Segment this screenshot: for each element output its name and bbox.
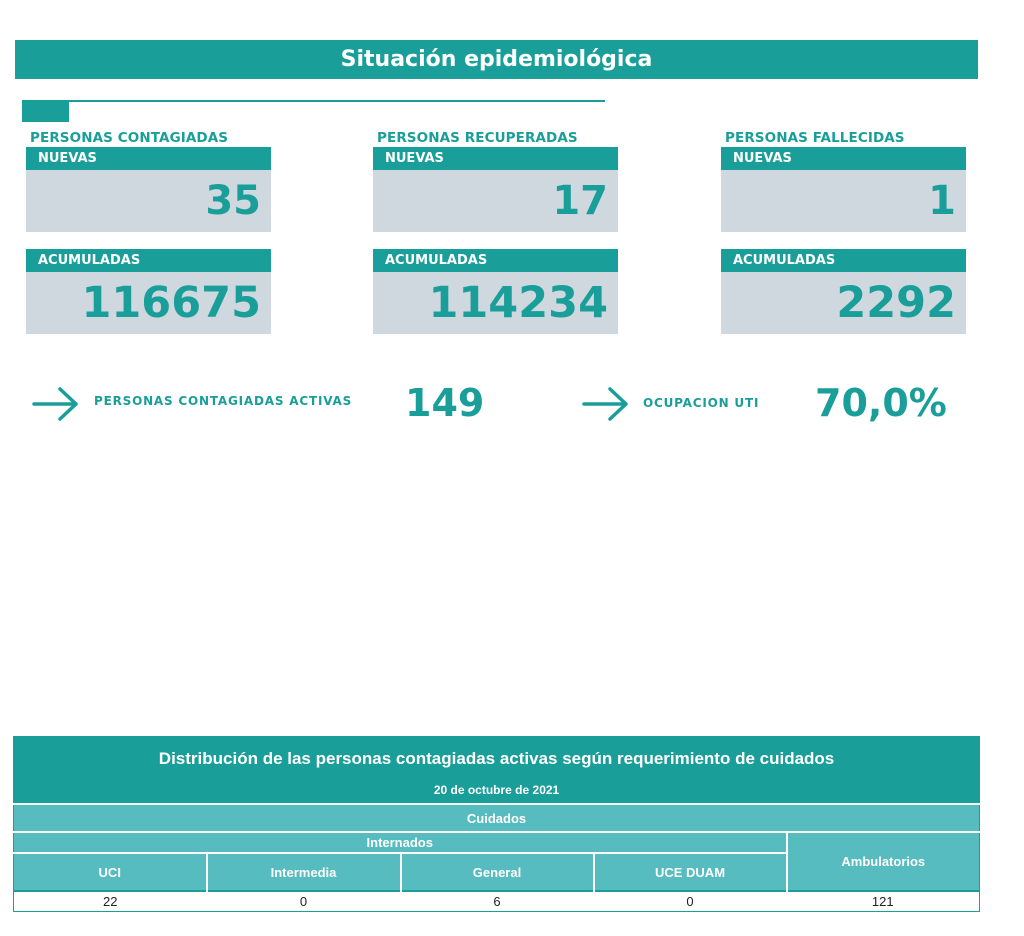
page-title: Situación epidemiológica [15, 40, 978, 79]
contagiadas-nuevas-card: NUEVAS 35 [26, 147, 271, 232]
cell-general: 6 [400, 890, 594, 912]
activas-value: 149 [405, 381, 485, 425]
recuperadas-nuevas-label: NUEVAS [373, 147, 618, 170]
uti-label: OCUPACION UTI [643, 396, 760, 410]
table-title: Distribución de las personas contagiadas… [13, 736, 980, 777]
cuidados-header: Cuidados [13, 803, 980, 832]
recuperadas-nuevas-value: 17 [552, 178, 608, 224]
col-general-header: General [399, 852, 594, 891]
cell-uci: 22 [13, 890, 207, 912]
contagiadas-label: PERSONAS CONTAGIADAS [30, 130, 229, 146]
col-uce-duam-header: UCE DUAM [592, 852, 787, 891]
recuperadas-label: PERSONAS RECUPERADAS [377, 130, 578, 146]
col-uci-header: UCI [13, 852, 207, 891]
cell-intermedia: 0 [206, 890, 401, 912]
fallecidas-acumuladas-value: 2292 [836, 278, 956, 328]
ambulatorios-header: Ambulatorios [785, 831, 980, 891]
contagiadas-nuevas-label: NUEVAS [26, 147, 271, 170]
contagiadas-acumuladas-value: 116675 [81, 278, 261, 328]
contagiadas-acumuladas-label: ACUMULADAS [26, 249, 271, 272]
arrow-right-icon [582, 387, 628, 421]
col-intermedia-header: Intermedia [205, 852, 401, 891]
recuperadas-acumuladas-value: 114234 [428, 278, 608, 328]
recuperadas-nuevas-card: NUEVAS 17 [373, 147, 618, 232]
contagiadas-nuevas-value: 35 [205, 178, 261, 224]
header-divider [22, 100, 605, 102]
recuperadas-acumuladas-label: ACUMULADAS [373, 249, 618, 272]
fallecidas-nuevas-card: NUEVAS 1 [721, 147, 966, 232]
fallecidas-acumuladas-card: ACUMULADAS 2292 [721, 249, 966, 334]
internados-header: Internados [13, 831, 787, 853]
fallecidas-label: PERSONAS FALLECIDAS [725, 130, 905, 146]
contagiadas-acumuladas-card: ACUMULADAS 116675 [26, 249, 271, 334]
fallecidas-nuevas-label: NUEVAS [721, 147, 966, 170]
recuperadas-acumuladas-card: ACUMULADAS 114234 [373, 249, 618, 334]
fallecidas-acumuladas-label: ACUMULADAS [721, 249, 966, 272]
uti-value: 70,0% [815, 381, 947, 425]
cell-uce-duam: 0 [593, 890, 787, 912]
header-accent-block [22, 101, 69, 122]
distribution-table: Distribución de las personas contagiadas… [13, 736, 981, 912]
arrow-right-icon [32, 387, 78, 421]
cell-ambulatorios: 121 [786, 890, 980, 912]
fallecidas-nuevas-value: 1 [928, 178, 956, 224]
table-date: 20 de octubre de 2021 [13, 777, 980, 804]
activas-label: PERSONAS CONTAGIADAS ACTIVAS [94, 394, 353, 408]
